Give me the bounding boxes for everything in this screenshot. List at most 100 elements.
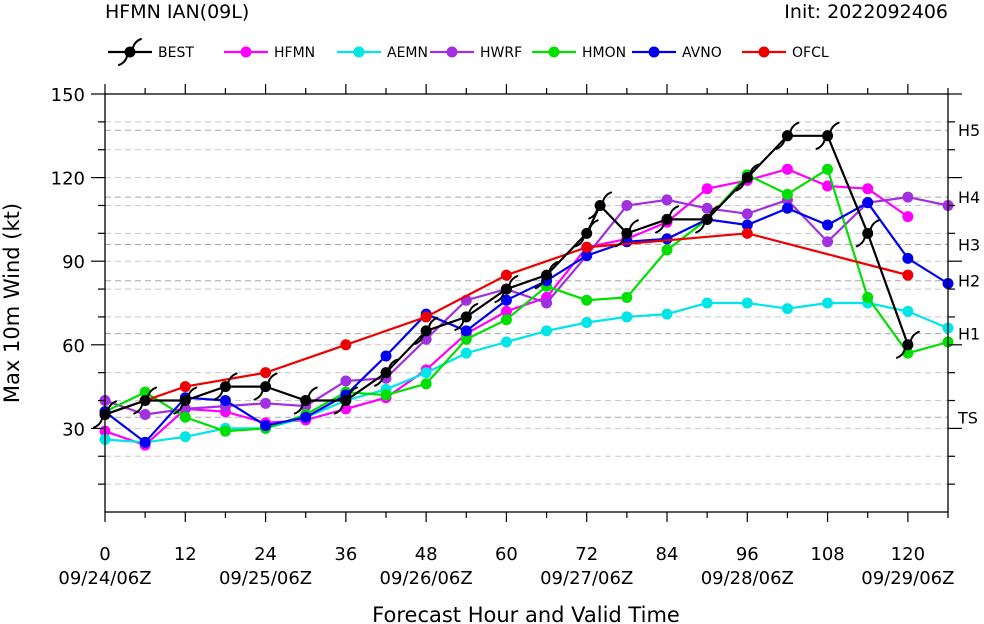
data-point-hwrf [741, 208, 753, 220]
data-point-aemn [902, 305, 914, 317]
best-track-point [494, 275, 519, 304]
legend-item-best: BEST [108, 38, 194, 66]
series-avno [99, 197, 954, 448]
grid [105, 121, 948, 485]
x-tick-label: 12 [174, 544, 197, 565]
best-track-point [614, 219, 639, 248]
valid-time-label: 09/26/06Z [380, 568, 473, 589]
threshold-label: H5 [958, 121, 980, 140]
data-point-aemn [541, 325, 553, 337]
data-point-hmon [621, 291, 633, 303]
legend-swatch-marker [758, 46, 770, 58]
best-track-point [293, 386, 318, 415]
data-point-aemn [581, 317, 593, 329]
series-line-avno [104, 201, 949, 444]
data-point-hwrf [340, 375, 352, 387]
data-point-aemn [500, 336, 512, 348]
data-point-hmon [219, 425, 231, 437]
data-point-hmon [822, 163, 834, 175]
legend-item-hwrf: HWRF [430, 45, 522, 61]
legend-label: OFCL [792, 45, 829, 61]
chart-init-time: Init: 2022092406 [784, 1, 948, 23]
chart-title: HFMN IAN(09L) [105, 1, 249, 23]
x-tick-label: 96 [736, 544, 759, 565]
data-point-aemn [420, 367, 432, 379]
legend: BEST HFMN AEMN HWRF HMON AVNO OFCL [108, 38, 829, 66]
data-point-avno [822, 219, 834, 231]
data-point-aemn [621, 311, 633, 323]
x-tick-label: 36 [334, 544, 357, 565]
best-track-point [735, 163, 760, 192]
legend-item-avno: AVNO [632, 45, 722, 61]
y-tick-label: 150 [51, 85, 85, 106]
y-tick-label: 120 [51, 169, 85, 190]
data-point-ofcl [260, 367, 272, 379]
data-point-aemn [741, 297, 753, 309]
data-point-ofcl [179, 381, 191, 393]
data-point-avno [781, 202, 793, 214]
data-point-hmon [862, 291, 874, 303]
legend-swatch-marker [648, 46, 660, 58]
x-tick-label: 0 [99, 544, 110, 565]
best-track-point [815, 121, 840, 150]
valid-time-label: 09/29/06Z [861, 568, 954, 589]
legend-label: BEST [158, 45, 194, 61]
data-point-ofcl [741, 227, 753, 239]
best-track-point [534, 261, 559, 290]
series-line-hmon [104, 167, 949, 433]
data-point-ofcl [420, 311, 432, 323]
series-line-aemn [104, 301, 949, 444]
threshold-label: H3 [958, 235, 980, 254]
x-tick-label: 24 [254, 544, 277, 565]
best-track-point [574, 219, 599, 248]
best-track-point [775, 121, 800, 150]
data-point-hfmn [781, 163, 793, 175]
data-point-ofcl [581, 241, 593, 253]
valid-time-label: 09/24/06Z [58, 568, 151, 589]
data-point-ofcl [902, 269, 914, 281]
data-point-hwrf [621, 199, 633, 211]
legend-item-hfmn: HFMN [224, 45, 315, 61]
x-tick-label: 120 [891, 544, 925, 565]
best-track-point [333, 386, 358, 415]
data-point-avno [460, 325, 472, 337]
data-point-aemn [460, 347, 472, 359]
data-point-hmon [460, 333, 472, 345]
threshold-label: TS [957, 408, 978, 427]
valid-time-label: 09/25/06Z [219, 568, 312, 589]
data-point-aemn [701, 297, 713, 309]
data-point-hfmn [822, 180, 834, 192]
data-point-aemn [781, 303, 793, 315]
best-track-point [695, 205, 720, 234]
legend-swatch-marker [353, 46, 365, 58]
y-tick-label: 90 [62, 252, 85, 273]
data-point-aemn [179, 431, 191, 443]
x-tick-label: 84 [656, 544, 679, 565]
data-point-avno [862, 197, 874, 209]
valid-time-label: 09/28/06Z [701, 568, 794, 589]
data-point-hwrf [902, 191, 914, 203]
data-point-ofcl [340, 339, 352, 351]
best-track-point [173, 386, 198, 415]
legend-item-ofcl: OFCL [742, 45, 829, 61]
x-tick-label: 72 [575, 544, 598, 565]
data-point-hfmn [862, 183, 874, 195]
best-track-point [414, 316, 439, 345]
legend-hurricane-icon [118, 38, 142, 66]
x-axis-label: Forecast Hour and Valid Time [372, 603, 680, 624]
best-track-point [213, 372, 238, 401]
x-tick-label: 60 [495, 544, 518, 565]
legend-item-hmon: HMON [532, 45, 626, 61]
data-point-hwrf [139, 408, 151, 420]
data-point-avno [380, 350, 392, 362]
data-point-ofcl [500, 269, 512, 281]
data-point-hmon [420, 378, 432, 390]
data-point-avno [581, 250, 593, 262]
data-point-hwrf [541, 297, 553, 309]
best-track-point [454, 302, 479, 331]
series-line-best [104, 134, 909, 416]
legend-label: HWRF [480, 45, 522, 61]
legend-swatch-marker [240, 46, 252, 58]
data-point-hmon [581, 294, 593, 306]
